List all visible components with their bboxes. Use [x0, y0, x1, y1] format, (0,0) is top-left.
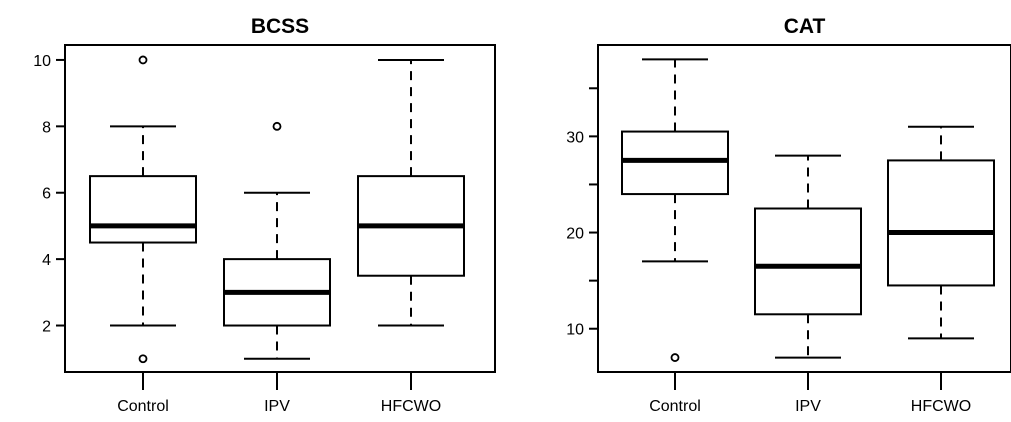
- y-tick-label: 30: [566, 129, 584, 146]
- outlier-point: [138, 55, 148, 65]
- x-tick-label: IPV: [795, 398, 821, 415]
- box-control: [621, 58, 729, 362]
- y-tick-label: 10: [33, 53, 51, 70]
- y-tick-label: 8: [42, 119, 51, 136]
- y-tick-label: 10: [566, 322, 584, 339]
- x-tick-label: HFCWO: [911, 398, 971, 415]
- iqr-box: [887, 159, 995, 287]
- box-hfcwo: [887, 125, 995, 340]
- x-tick-label: HFCWO: [381, 398, 441, 415]
- y-tick-label: 4: [42, 252, 51, 269]
- chart-panel-2: CAT 10 20 30 Control IPV HFCWO: [566, 15, 1011, 415]
- x-tick-label: IPV: [264, 398, 290, 415]
- chart-title: CAT: [784, 15, 826, 38]
- x-tick-label: Control: [117, 398, 169, 415]
- iqr-box: [754, 207, 862, 316]
- plot-frame: [64, 44, 496, 373]
- box-control: [89, 55, 197, 364]
- iqr-box: [89, 175, 197, 244]
- y-tick-label: 2: [42, 319, 51, 336]
- x-tick-label: Control: [649, 398, 701, 415]
- box-ipv: [223, 121, 331, 360]
- outlier-point: [272, 121, 282, 131]
- outlier-point: [138, 354, 148, 364]
- chart-title: BCSS: [251, 15, 309, 38]
- y-tick-label: 6: [42, 186, 51, 203]
- chart-panel-1: BCSS 2 4 6 8 10 Control IPV HFCWO: [33, 15, 496, 415]
- box-ipv: [754, 154, 862, 359]
- plot-frame: [597, 44, 1011, 373]
- y-tick-label: 20: [566, 226, 584, 243]
- outlier-point: [670, 353, 680, 362]
- box-hfcwo: [357, 58, 465, 327]
